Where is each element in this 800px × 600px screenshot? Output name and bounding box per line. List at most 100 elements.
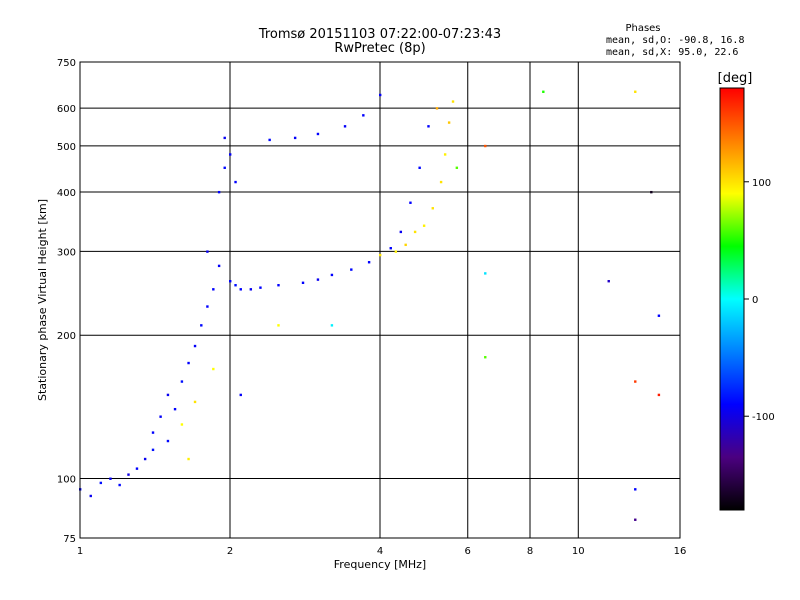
data-point: [223, 166, 226, 169]
data-point: [212, 367, 215, 371]
data-point: [143, 457, 147, 461]
chart-subtitle: RwPretec (8p): [334, 41, 425, 56]
plot-frame: [79, 61, 681, 539]
data-point: [159, 415, 162, 418]
data-point: [277, 324, 280, 327]
x-tick-label: 1: [77, 546, 83, 557]
x-axis: 1 2 4 6 8 10 16: [77, 546, 687, 557]
x-tick-label: 10: [572, 546, 585, 557]
data-point: [394, 250, 398, 253]
x-tick-label: 4: [377, 546, 383, 557]
data-point: [173, 407, 177, 411]
data-point: [239, 393, 242, 397]
data-point: [418, 166, 421, 169]
data-point: [229, 280, 232, 283]
data-point: [217, 190, 221, 194]
data-point: [484, 272, 487, 275]
data-point: [404, 243, 407, 247]
data-point: [399, 230, 403, 234]
colorbar-tick-label: -100: [752, 412, 775, 423]
data-point: [206, 305, 209, 308]
stats-heading: Phases: [625, 23, 660, 34]
data-point: [239, 288, 242, 291]
data-point: [268, 138, 271, 142]
y-tick-label: 200: [57, 331, 76, 342]
data-point: [367, 261, 371, 264]
data-point: [212, 288, 215, 291]
data-point: [187, 457, 190, 461]
x-tick-label: 8: [527, 546, 533, 557]
x-tick-label: 16: [674, 546, 687, 557]
data-point: [118, 483, 121, 487]
data-point: [634, 518, 637, 521]
stats-line-x: mean, sd,X: 95.0, 22.6: [606, 47, 738, 58]
data-point: [657, 314, 661, 317]
data-point: [99, 481, 103, 485]
data-point: [379, 253, 382, 257]
data-point: [455, 166, 459, 169]
data-point: [180, 380, 184, 383]
data-point: [409, 201, 412, 204]
data-point: [431, 207, 434, 210]
x-tick-label: 6: [465, 546, 471, 557]
data-point: [277, 284, 280, 287]
y-axis-label: Stationary phase Virtual Height [km]: [36, 199, 49, 401]
data-point: [362, 114, 365, 117]
data-point: [427, 125, 430, 128]
data-point: [151, 448, 155, 452]
data-point: [135, 467, 139, 470]
stats-line-o: mean, sd,O: -90.8, 16.8: [606, 35, 744, 46]
data-point: [223, 136, 226, 140]
data-point: [484, 356, 487, 359]
data-point: [607, 280, 610, 283]
data-point: [229, 153, 232, 156]
data-point: [301, 281, 305, 284]
data-point: [166, 393, 170, 397]
data-point: [657, 393, 661, 397]
data-point: [200, 324, 203, 327]
data-point: [422, 224, 426, 227]
data-point: [542, 90, 545, 93]
data-point: [634, 488, 637, 491]
data-point: [166, 439, 170, 443]
y-tick-label: 100: [57, 475, 76, 486]
colorbar: -100 0 100: [719, 87, 775, 511]
data-point: [330, 324, 334, 327]
data-point: [187, 361, 190, 365]
colorbar-tick-label: 100: [752, 178, 771, 189]
y-tick-label: 75: [63, 534, 76, 545]
data-point: [484, 144, 487, 148]
y-tick-label: 600: [57, 104, 76, 115]
data-point: [634, 380, 637, 383]
data-point: [293, 136, 297, 140]
data-point: [193, 400, 197, 404]
data-point: [217, 264, 221, 268]
data-point: [316, 278, 320, 281]
y-axis: 75 100 200 300 400 500 600 750: [57, 58, 76, 545]
data-point: [193, 344, 197, 348]
data-point: [151, 431, 155, 434]
data-point: [650, 190, 653, 194]
data-point: [350, 268, 353, 271]
data-points: [79, 90, 661, 521]
data-point: [259, 286, 262, 289]
data-point: [435, 107, 439, 110]
data-point: [413, 230, 417, 234]
data-point: [249, 288, 253, 291]
colorbar-label: [deg]: [718, 71, 753, 86]
data-point: [634, 90, 637, 93]
x-axis-label: Frequency [MHz]: [334, 558, 426, 571]
y-tick-label: 500: [57, 142, 76, 153]
data-point: [234, 180, 237, 184]
data-point: [316, 132, 320, 136]
data-point: [379, 93, 382, 97]
data-point: [89, 494, 92, 498]
data-point: [447, 121, 451, 124]
data-point: [451, 100, 455, 103]
data-point: [234, 284, 237, 287]
y-tick-label: 400: [57, 188, 76, 199]
data-point: [127, 473, 130, 476]
chart-title: Tromsø 20151103 07:22:00-07:23:43: [258, 27, 501, 42]
grid-lines: [80, 62, 680, 538]
